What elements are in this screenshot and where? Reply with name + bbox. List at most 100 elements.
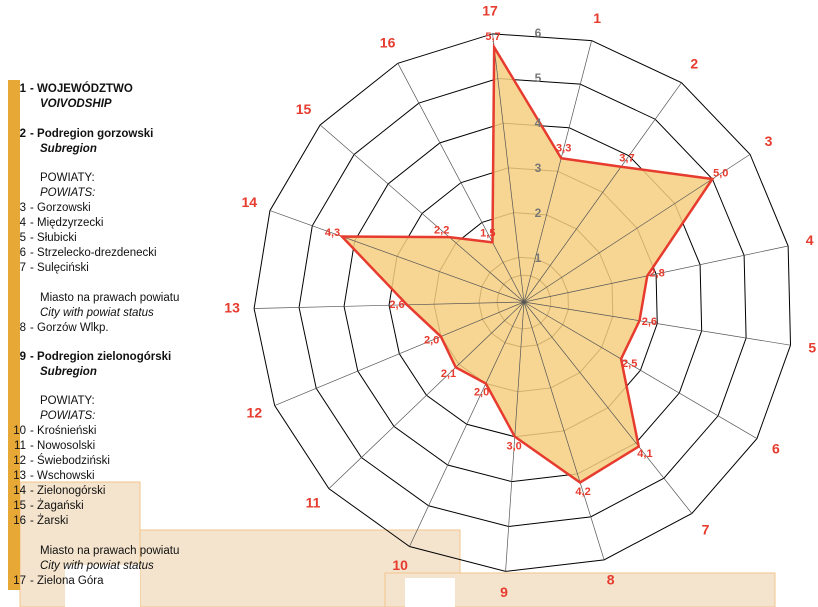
legend-text: - Podregion zielonogórski [30,351,171,363]
legend-number: 17 [13,575,26,587]
spoke [523,245,789,303]
spoke [523,82,682,303]
legend-text: - Podregion gorzowski [30,128,153,140]
legend-number: 6 [20,247,26,259]
spoke [254,301,525,309]
value-label: 2,8 [649,268,664,280]
axis-label: 10 [392,557,408,573]
legend-number: 5 [20,232,26,244]
data-area [341,47,713,483]
legend-text: - Zielona Góra [30,575,104,587]
legend-text: POWIATS: [40,410,95,422]
axis-label: 3 [765,133,773,149]
value-label: 4,2 [575,486,590,498]
axis-label: 2 [690,56,698,72]
legend-text: - WOJEWÓDZTWO [30,82,133,95]
value-label: 3,3 [556,142,571,154]
legend-text: - Sulęciński [30,262,89,274]
legend-text: - Żarski [30,514,68,527]
legend-number: 8 [20,322,26,334]
legend-text: - Wschowski [30,470,95,482]
legend-text: Subregion [40,366,97,378]
grid-ring [298,78,747,527]
legend-text: POWIATS: [40,187,95,199]
axis-label: 16 [380,35,396,51]
legend-number: 7 [20,262,26,274]
legend-text: - Żagański [30,499,84,512]
legend-text: - Gorzowski [30,202,91,214]
grid-ring [343,122,703,483]
spoke [397,63,525,303]
legend-number: 13 [13,470,26,482]
r-tick-label: 4 [535,116,542,130]
spoke [523,301,693,514]
legend-text: POWIATY: [40,395,95,407]
legend-number: 16 [13,515,26,527]
legend-number: 1 [20,83,27,95]
axis-label: 5 [808,339,816,355]
spoke [269,210,525,303]
legend-text: - Świebodziński [30,454,110,467]
spoke [319,124,525,303]
legend-text: Subregion [40,143,97,155]
value-label: 5,0 [713,167,728,179]
spoke [523,301,791,346]
legend-text: VOIVODSHIP [40,98,112,110]
grid-ring [253,33,792,572]
legend-text: - Strzelecko-drezdenecki [30,247,157,259]
value-label: 3,7 [619,153,634,165]
legend-number: 12 [13,455,26,467]
r-tick-label: 2 [535,206,542,220]
spoke [523,40,592,303]
legend-text: - Gorzów Wlkp. [30,322,109,334]
legend-number: 4 [20,217,27,229]
value-label: 2,6 [389,299,404,311]
value-label: 2,6 [642,316,657,328]
r-tick-label: 3 [535,161,542,175]
axis-label: 1 [593,10,601,26]
value-label: 2,2 [434,224,449,236]
legend-text: City with powiat status [40,560,154,572]
background-box [65,565,140,607]
axis-label: 12 [247,405,263,421]
spoke [492,33,525,303]
legend-text: - Zielonogórski [30,485,105,497]
legend-number: 14 [13,485,26,497]
axis-label: 8 [607,572,615,588]
axis-label: 9 [500,584,508,600]
axis-label: 17 [482,3,498,19]
legend-number: 2 [20,128,26,140]
spoke [274,301,525,406]
legend-text: City with powiat status [40,307,154,319]
value-label: 2,1 [441,368,456,380]
background-box [405,578,455,607]
value-label: 1,5 [480,227,495,239]
legend-text: - Słubicki [30,232,77,244]
legend-number: 10 [13,425,26,437]
value-label: 2,0 [424,334,439,346]
axis-label: 6 [772,440,780,456]
axis-label: 4 [806,232,814,248]
legend-number: 3 [20,202,26,214]
spoke [523,301,758,439]
value-label: 2,5 [622,358,637,370]
data-line [338,42,715,484]
value-label: 2,0 [474,386,489,398]
legend-text: - Krośnieński [30,425,96,437]
value-label: 4,1 [637,448,652,460]
legend-number: 15 [13,500,26,512]
r-tick-label: 1 [535,251,542,265]
r-tick-label: 6 [535,26,542,40]
spoke [523,301,605,560]
axis-label: 14 [241,194,257,210]
legend-text: - Nowosolski [30,440,95,452]
spoke [328,301,525,489]
axis-label: 15 [296,101,312,117]
value-label: 5,7 [485,31,500,43]
spoke [409,301,525,547]
legend-text: Miasto na prawach powiatu [40,292,179,304]
axis-label: 13 [224,300,240,316]
r-tick-label: 5 [535,71,542,85]
legend-text: POWIATY: [40,172,95,184]
